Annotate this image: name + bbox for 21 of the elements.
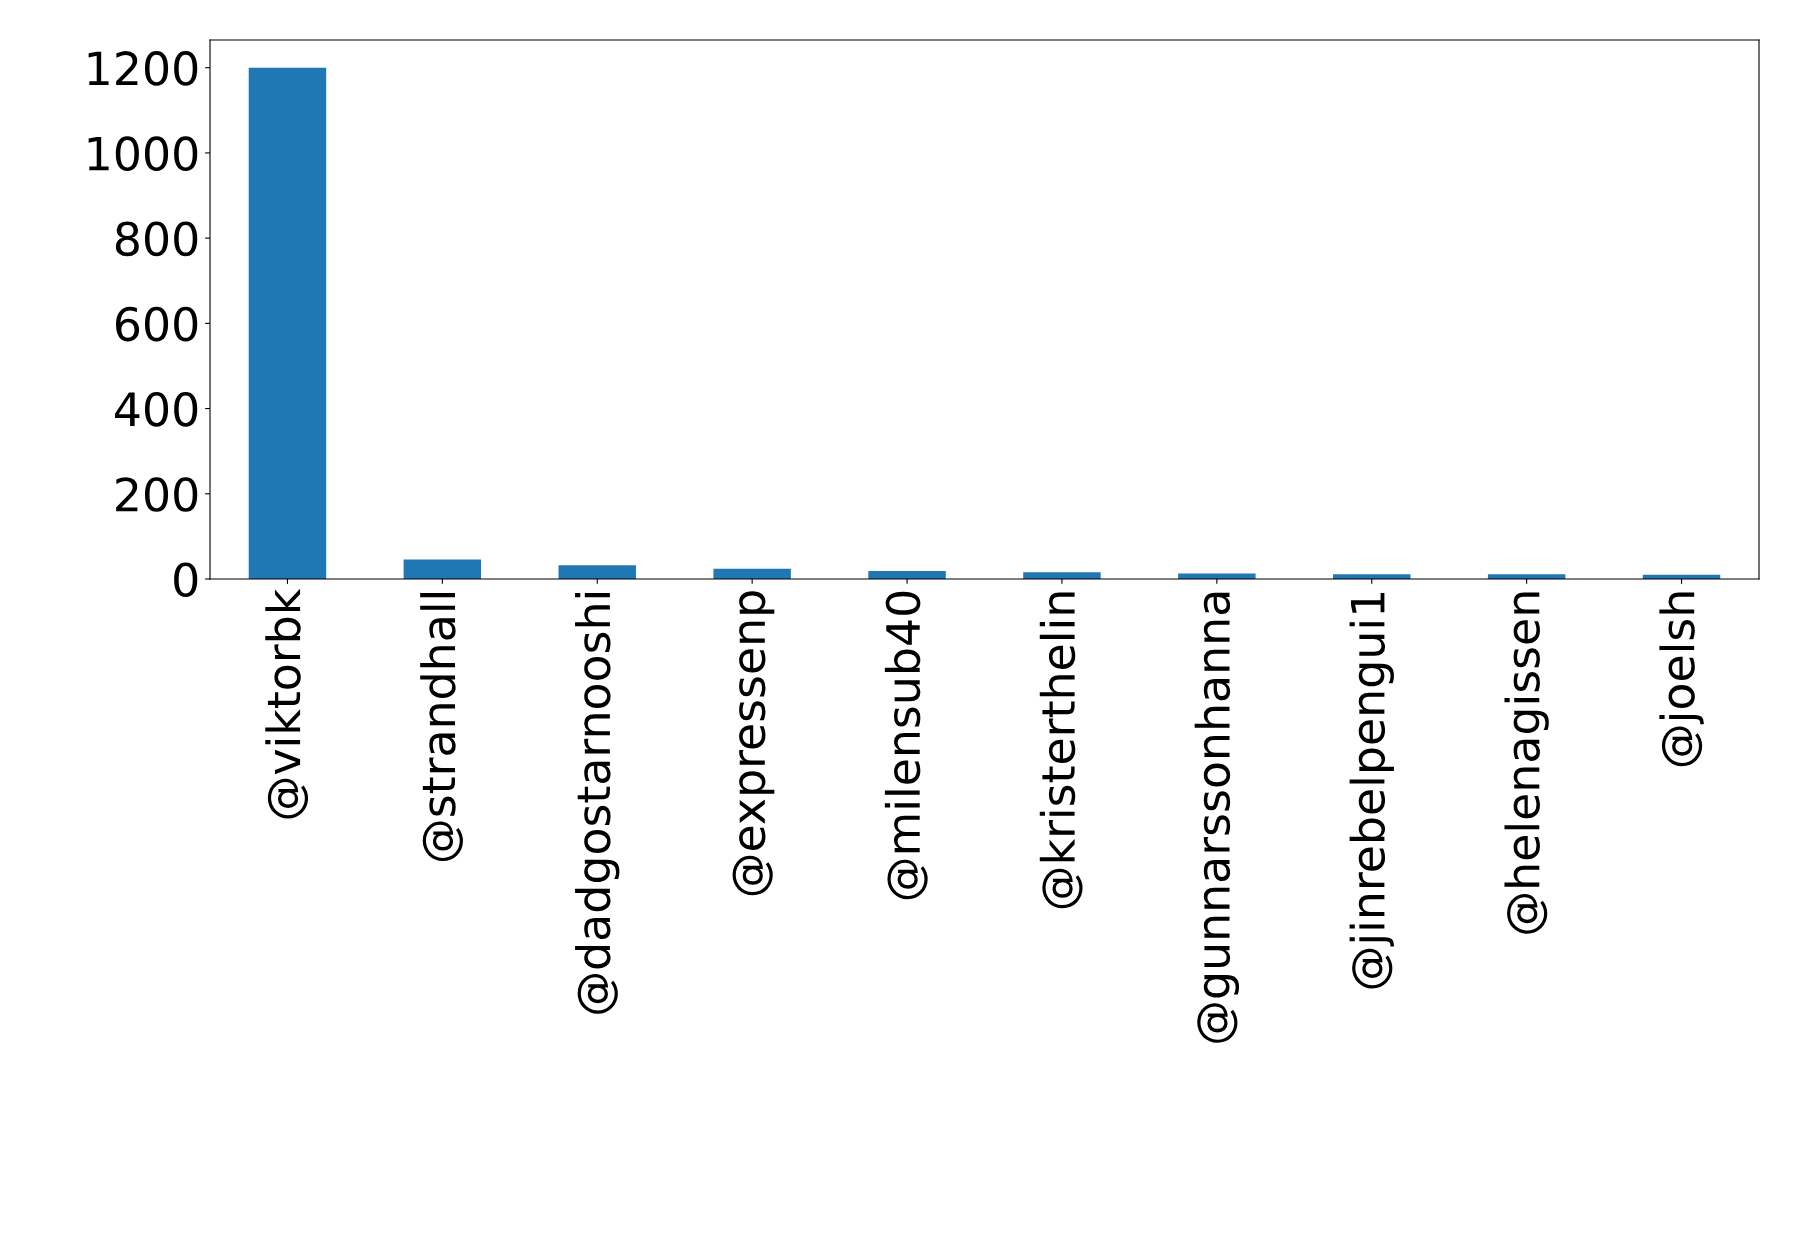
x-tick-label: @joelsh <box>1659 592 1704 767</box>
y-tick-label: 0 <box>174 562 198 598</box>
bar <box>403 559 482 579</box>
y-tick-label: 800 <box>115 221 198 257</box>
x-tick-label: @milensub40 <box>884 591 928 900</box>
y-tick-label: 1000 <box>88 136 198 171</box>
x-tick-label: @viktorbk <box>265 588 309 819</box>
x-tick-label: @dadgostarnooshi <box>575 593 620 1014</box>
y-tick-label: 600 <box>115 306 198 342</box>
y-tick-label: 200 <box>116 477 198 512</box>
bar <box>1178 573 1256 579</box>
bar <box>558 565 636 579</box>
x-tick-label: @expressenp <box>732 591 775 896</box>
x-tick-label: @jinrebelpengui1 <box>1349 592 1394 989</box>
x-tick-label: @helenagissen <box>1504 592 1549 934</box>
bar <box>248 67 327 579</box>
x-tick-label: @gunnarssonhanna <box>1194 592 1240 1043</box>
x-tick-label: @kristerthelin <box>1039 592 1083 909</box>
x-tick-label: @strandhall <box>420 593 463 862</box>
y-tick-label: 400 <box>115 391 198 427</box>
y-tick-label: 1200 <box>88 51 198 86</box>
